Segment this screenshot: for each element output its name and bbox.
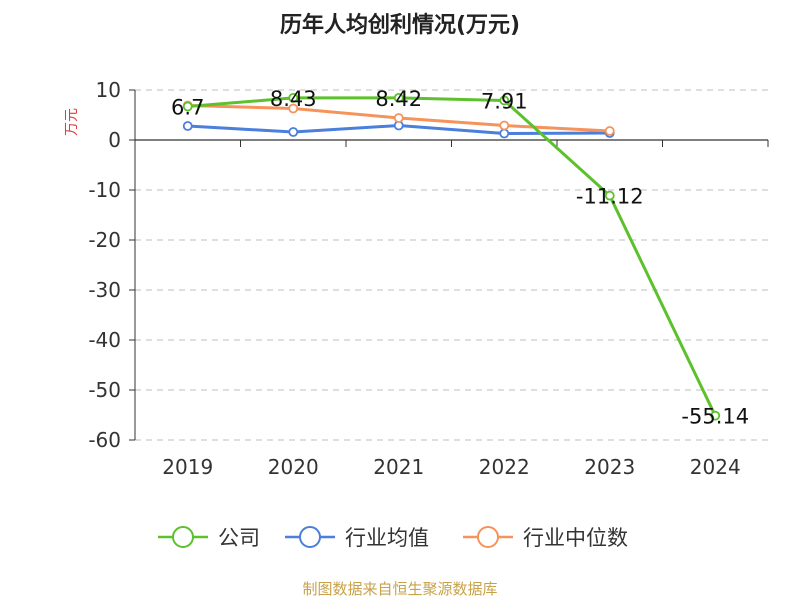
data-point [393,113,404,123]
data-point [499,95,510,106]
y-tick-label: -40 [88,328,121,352]
data-label: 8.43 [270,87,317,111]
legend-label: 公司 [218,526,260,550]
x-tick-label: 2019 [162,455,213,479]
data-labels: 6.7 8.43 8.42 7.91 -11.12 -55.14 [171,87,749,429]
data-point [182,121,193,131]
legend-label: 行业中位数 [523,526,628,550]
x-tick-label: 2020 [268,455,319,479]
data-label: 6.7 [171,96,204,120]
x-tick-label: 2022 [479,455,530,479]
y-tick-label: -20 [88,228,121,252]
data-point [604,190,615,201]
x-tick-label: 2024 [690,455,741,479]
data-point [288,127,299,137]
legend-swatch-marker [299,526,321,548]
y-tick-label: 10 [96,78,121,102]
data-point [499,128,510,139]
legend: 公司 行业均值 行业中位数 [158,526,628,550]
axes: 10 0 -10 -20 -30 -40 -50 -60 2019 2020 2021 2022 202… [88,78,769,479]
series-line [187,96,717,417]
legend-swatch-marker [172,526,194,548]
y-axis-label: 万元 [64,108,80,136]
data-point [499,120,510,131]
y-tick-label: -30 [88,278,121,302]
data-point [288,103,299,114]
y-tick-label: -50 [88,378,121,402]
data-label: 8.42 [375,87,422,111]
data-point [288,92,299,103]
data-point [710,410,721,421]
data-point [182,101,193,112]
chart-title: 历年人均创利情况(万元) [280,12,520,38]
y-tick-label: 0 [108,128,121,152]
y-tick-label: -60 [88,428,121,452]
legend-label: 行业均值 [345,526,429,550]
data-label: -11.12 [576,185,644,209]
legend-swatch-marker [477,526,499,548]
data-point [604,126,615,136]
x-tick-label: 2023 [584,455,635,479]
y-tick-label: -10 [88,178,121,202]
series-layer [182,92,721,421]
x-tick-label: 2021 [373,455,424,479]
data-point [393,93,404,103]
data-label: 7.91 [481,89,528,113]
data-label: -55.14 [681,405,749,429]
source-note: 制图数据来自恒生聚源数据库 [302,580,497,598]
